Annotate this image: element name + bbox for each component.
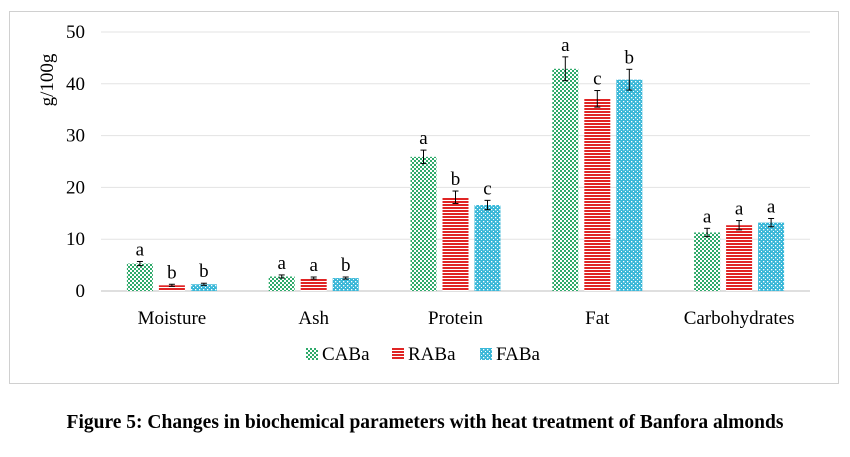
significance-label: b: [625, 47, 635, 68]
y-tick-label: 50: [66, 22, 85, 43]
x-category-label: Carbohydrates: [684, 308, 795, 329]
y-tick-label: 0: [76, 281, 86, 302]
significance-label: a: [136, 239, 145, 260]
bar-raba-fat: [584, 98, 611, 292]
legend-swatch-raba: [392, 348, 404, 360]
y-tick-label: 30: [66, 126, 85, 147]
bar-caba-fat: [552, 68, 579, 291]
bar-faba-fat: [616, 79, 643, 291]
significance-label: a: [703, 206, 712, 227]
bar-raba-ash: [300, 278, 327, 291]
bar-raba-moisture: [158, 285, 185, 291]
significance-label: a: [309, 255, 318, 276]
significance-label: a: [277, 253, 286, 274]
y-tick-label: 40: [66, 74, 85, 95]
significance-label: a: [735, 199, 744, 220]
significance-label: b: [167, 262, 177, 283]
bar-caba-ash: [268, 276, 295, 291]
x-category-label: Ash: [298, 308, 329, 329]
y-axis-label: g/100g: [37, 53, 58, 106]
legend: CABa RABa FABa: [306, 344, 541, 365]
significance-label: c: [593, 69, 601, 90]
bar-caba-carbohydrates: [694, 232, 721, 291]
x-category-label: Moisture: [138, 308, 207, 329]
bar-faba-protein: [474, 205, 501, 291]
significance-label: a: [767, 196, 776, 217]
x-category-label: Fat: [585, 308, 610, 329]
bar-chart: 0 10 20 30 40 50 a b b a a b a b c a c b a a a Moisture Ash P…: [37, 22, 810, 365]
legend-swatch-faba: [480, 348, 492, 360]
significance-label: c: [483, 178, 491, 199]
bar-raba-protein: [442, 197, 469, 291]
legend-label-caba: CABa: [322, 344, 370, 365]
legend-label-faba: FABa: [496, 344, 541, 365]
significance-label: b: [451, 169, 461, 190]
chart-frame: 0 10 20 30 40 50 a b b a a b a b c a c b a a a Moisture Ash P…: [9, 11, 839, 384]
significance-label: a: [561, 35, 570, 56]
x-category-label: Protein: [428, 308, 483, 329]
y-tick-label: 20: [66, 177, 85, 198]
significance-label: a: [419, 128, 428, 149]
figure-caption: Figure 5: Changes in biochemical paramet…: [66, 412, 784, 433]
bar-caba-moisture: [126, 263, 153, 291]
legend-swatch-caba: [306, 348, 318, 360]
y-tick-label: 10: [66, 229, 85, 250]
x-axis-categories: Moisture Ash Protein Fat Carbohydrates: [138, 308, 795, 329]
bar-faba-ash: [332, 278, 359, 291]
significance-label: b: [341, 255, 351, 276]
bar-faba-moisture: [190, 284, 217, 291]
bar-faba-carbohydrates: [758, 222, 785, 291]
bar-raba-carbohydrates: [726, 225, 753, 291]
bars: a b b a a b a b c a c b a a a: [126, 35, 785, 292]
y-axis: 0 10 20 30 40 50: [66, 22, 85, 302]
bar-caba-protein: [410, 156, 437, 291]
significance-label: b: [199, 261, 209, 282]
legend-label-raba: RABa: [408, 344, 456, 365]
gridlines: [101, 31, 810, 292]
